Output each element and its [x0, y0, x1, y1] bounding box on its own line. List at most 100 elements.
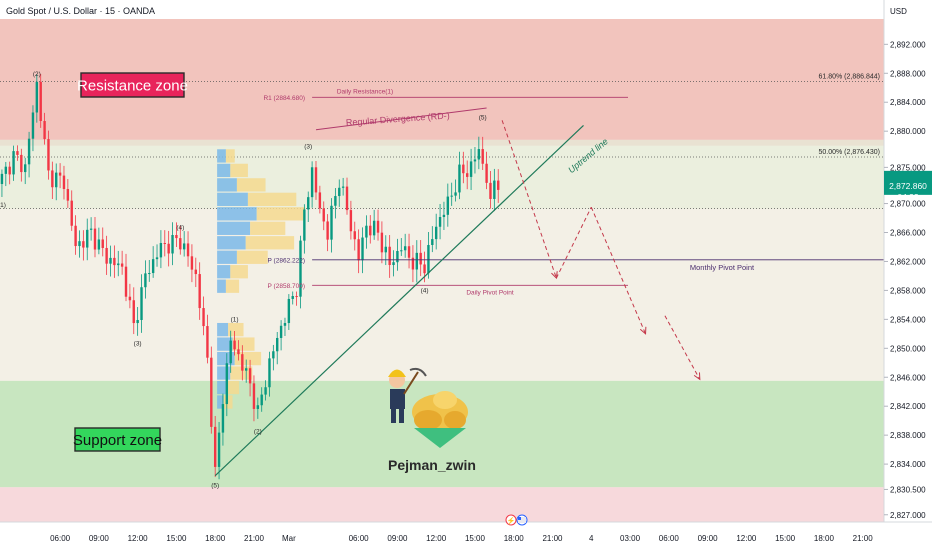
- candle[interactable]: [194, 257, 198, 288]
- candle[interactable]: [144, 260, 147, 299]
- candle[interactable]: [431, 226, 434, 253]
- event-icons[interactable]: ⚡: [505, 514, 528, 526]
- candle[interactable]: [163, 230, 166, 257]
- candle[interactable]: [322, 201, 325, 231]
- candle[interactable]: [388, 235, 391, 278]
- candle[interactable]: [419, 240, 422, 277]
- candle[interactable]: [403, 233, 407, 258]
- candle[interactable]: [109, 245, 112, 277]
- candle[interactable]: [465, 160, 469, 190]
- lightning-event-icon[interactable]: [505, 514, 517, 526]
- candle[interactable]: [272, 344, 275, 371]
- candle[interactable]: [202, 296, 205, 336]
- candle[interactable]: [198, 262, 201, 320]
- candles[interactable]: [0, 74, 500, 480]
- candle[interactable]: [210, 346, 213, 434]
- candle[interactable]: [256, 397, 260, 419]
- candle[interactable]: [167, 230, 170, 267]
- candle[interactable]: [78, 230, 81, 258]
- candle[interactable]: [407, 233, 411, 269]
- candle[interactable]: [303, 204, 306, 254]
- candle[interactable]: [105, 235, 108, 275]
- candle[interactable]: [481, 136, 484, 170]
- resistance-zone-label[interactable]: Resistance zone: [77, 72, 188, 98]
- candle[interactable]: [392, 250, 395, 277]
- candle[interactable]: [473, 146, 477, 174]
- price-axis[interactable]: USD 2,827.000 2,830.500 2,834.000 2,838.000…: [883, 0, 932, 550]
- candle[interactable]: [462, 151, 465, 184]
- candle[interactable]: [338, 179, 341, 207]
- candle[interactable]: [55, 163, 58, 201]
- candle[interactable]: [276, 332, 279, 365]
- support-zone-label[interactable]: Support zone: [73, 427, 162, 452]
- candle[interactable]: [16, 145, 19, 161]
- candle[interactable]: [248, 359, 252, 397]
- candle[interactable]: [330, 198, 333, 253]
- candle[interactable]: [287, 294, 291, 331]
- candle[interactable]: [151, 246, 155, 278]
- candle[interactable]: [4, 161, 8, 187]
- candle[interactable]: [190, 244, 194, 283]
- candle[interactable]: [51, 161, 54, 200]
- candle[interactable]: [206, 314, 209, 364]
- candle[interactable]: [334, 188, 337, 219]
- candle[interactable]: [489, 171, 492, 209]
- candle[interactable]: [136, 307, 139, 336]
- candle[interactable]: [101, 227, 104, 257]
- candle[interactable]: [458, 151, 461, 200]
- candle[interactable]: [155, 244, 159, 267]
- candle[interactable]: [31, 105, 35, 152]
- candle[interactable]: [89, 217, 93, 241]
- candle[interactable]: [233, 331, 236, 356]
- candle[interactable]: [396, 238, 399, 271]
- candle[interactable]: [132, 287, 135, 335]
- candle[interactable]: [310, 161, 314, 208]
- candle[interactable]: [369, 215, 372, 244]
- candle[interactable]: [0, 169, 4, 198]
- time-axis[interactable]: 06:00 09:00 12:00 15:00 18:00 21:00 Mar 06:00 09…: [0, 514, 932, 550]
- candle[interactable]: [318, 185, 322, 214]
- candle[interactable]: [450, 182, 453, 206]
- candle[interactable]: [175, 222, 178, 247]
- candle[interactable]: [345, 177, 349, 215]
- candle[interactable]: [124, 253, 128, 302]
- candle[interactable]: [295, 291, 298, 306]
- candle[interactable]: [217, 421, 221, 480]
- candle[interactable]: [357, 229, 360, 274]
- candle[interactable]: [97, 227, 101, 255]
- candle[interactable]: [299, 235, 302, 309]
- candle[interactable]: [58, 163, 62, 189]
- candle[interactable]: [179, 225, 182, 255]
- candle[interactable]: [326, 214, 329, 252]
- candle[interactable]: [27, 131, 31, 178]
- candle[interactable]: [314, 160, 318, 200]
- candle[interactable]: [93, 216, 97, 258]
- candle[interactable]: [341, 177, 345, 196]
- candle[interactable]: [361, 227, 364, 274]
- candle[interactable]: [225, 353, 229, 417]
- candle[interactable]: [415, 240, 419, 283]
- candle[interactable]: [446, 183, 450, 227]
- candle[interactable]: [213, 415, 217, 478]
- candle[interactable]: [82, 230, 85, 261]
- candle[interactable]: [128, 283, 132, 309]
- candle[interactable]: [353, 221, 356, 251]
- candle[interactable]: [438, 203, 442, 240]
- candle[interactable]: [260, 387, 263, 412]
- candle[interactable]: [434, 213, 438, 250]
- candle[interactable]: [497, 169, 500, 203]
- candle[interactable]: [47, 130, 50, 180]
- candle[interactable]: [23, 157, 27, 185]
- candle[interactable]: [442, 201, 446, 231]
- candle[interactable]: [252, 375, 256, 422]
- candle[interactable]: [221, 393, 225, 446]
- candle[interactable]: [454, 179, 457, 202]
- candle[interactable]: [380, 221, 384, 264]
- candle[interactable]: [237, 340, 240, 361]
- candle[interactable]: [307, 191, 310, 223]
- candle[interactable]: [159, 230, 163, 269]
- candle[interactable]: [39, 74, 42, 128]
- candle[interactable]: [376, 209, 380, 241]
- candle[interactable]: [411, 245, 415, 283]
